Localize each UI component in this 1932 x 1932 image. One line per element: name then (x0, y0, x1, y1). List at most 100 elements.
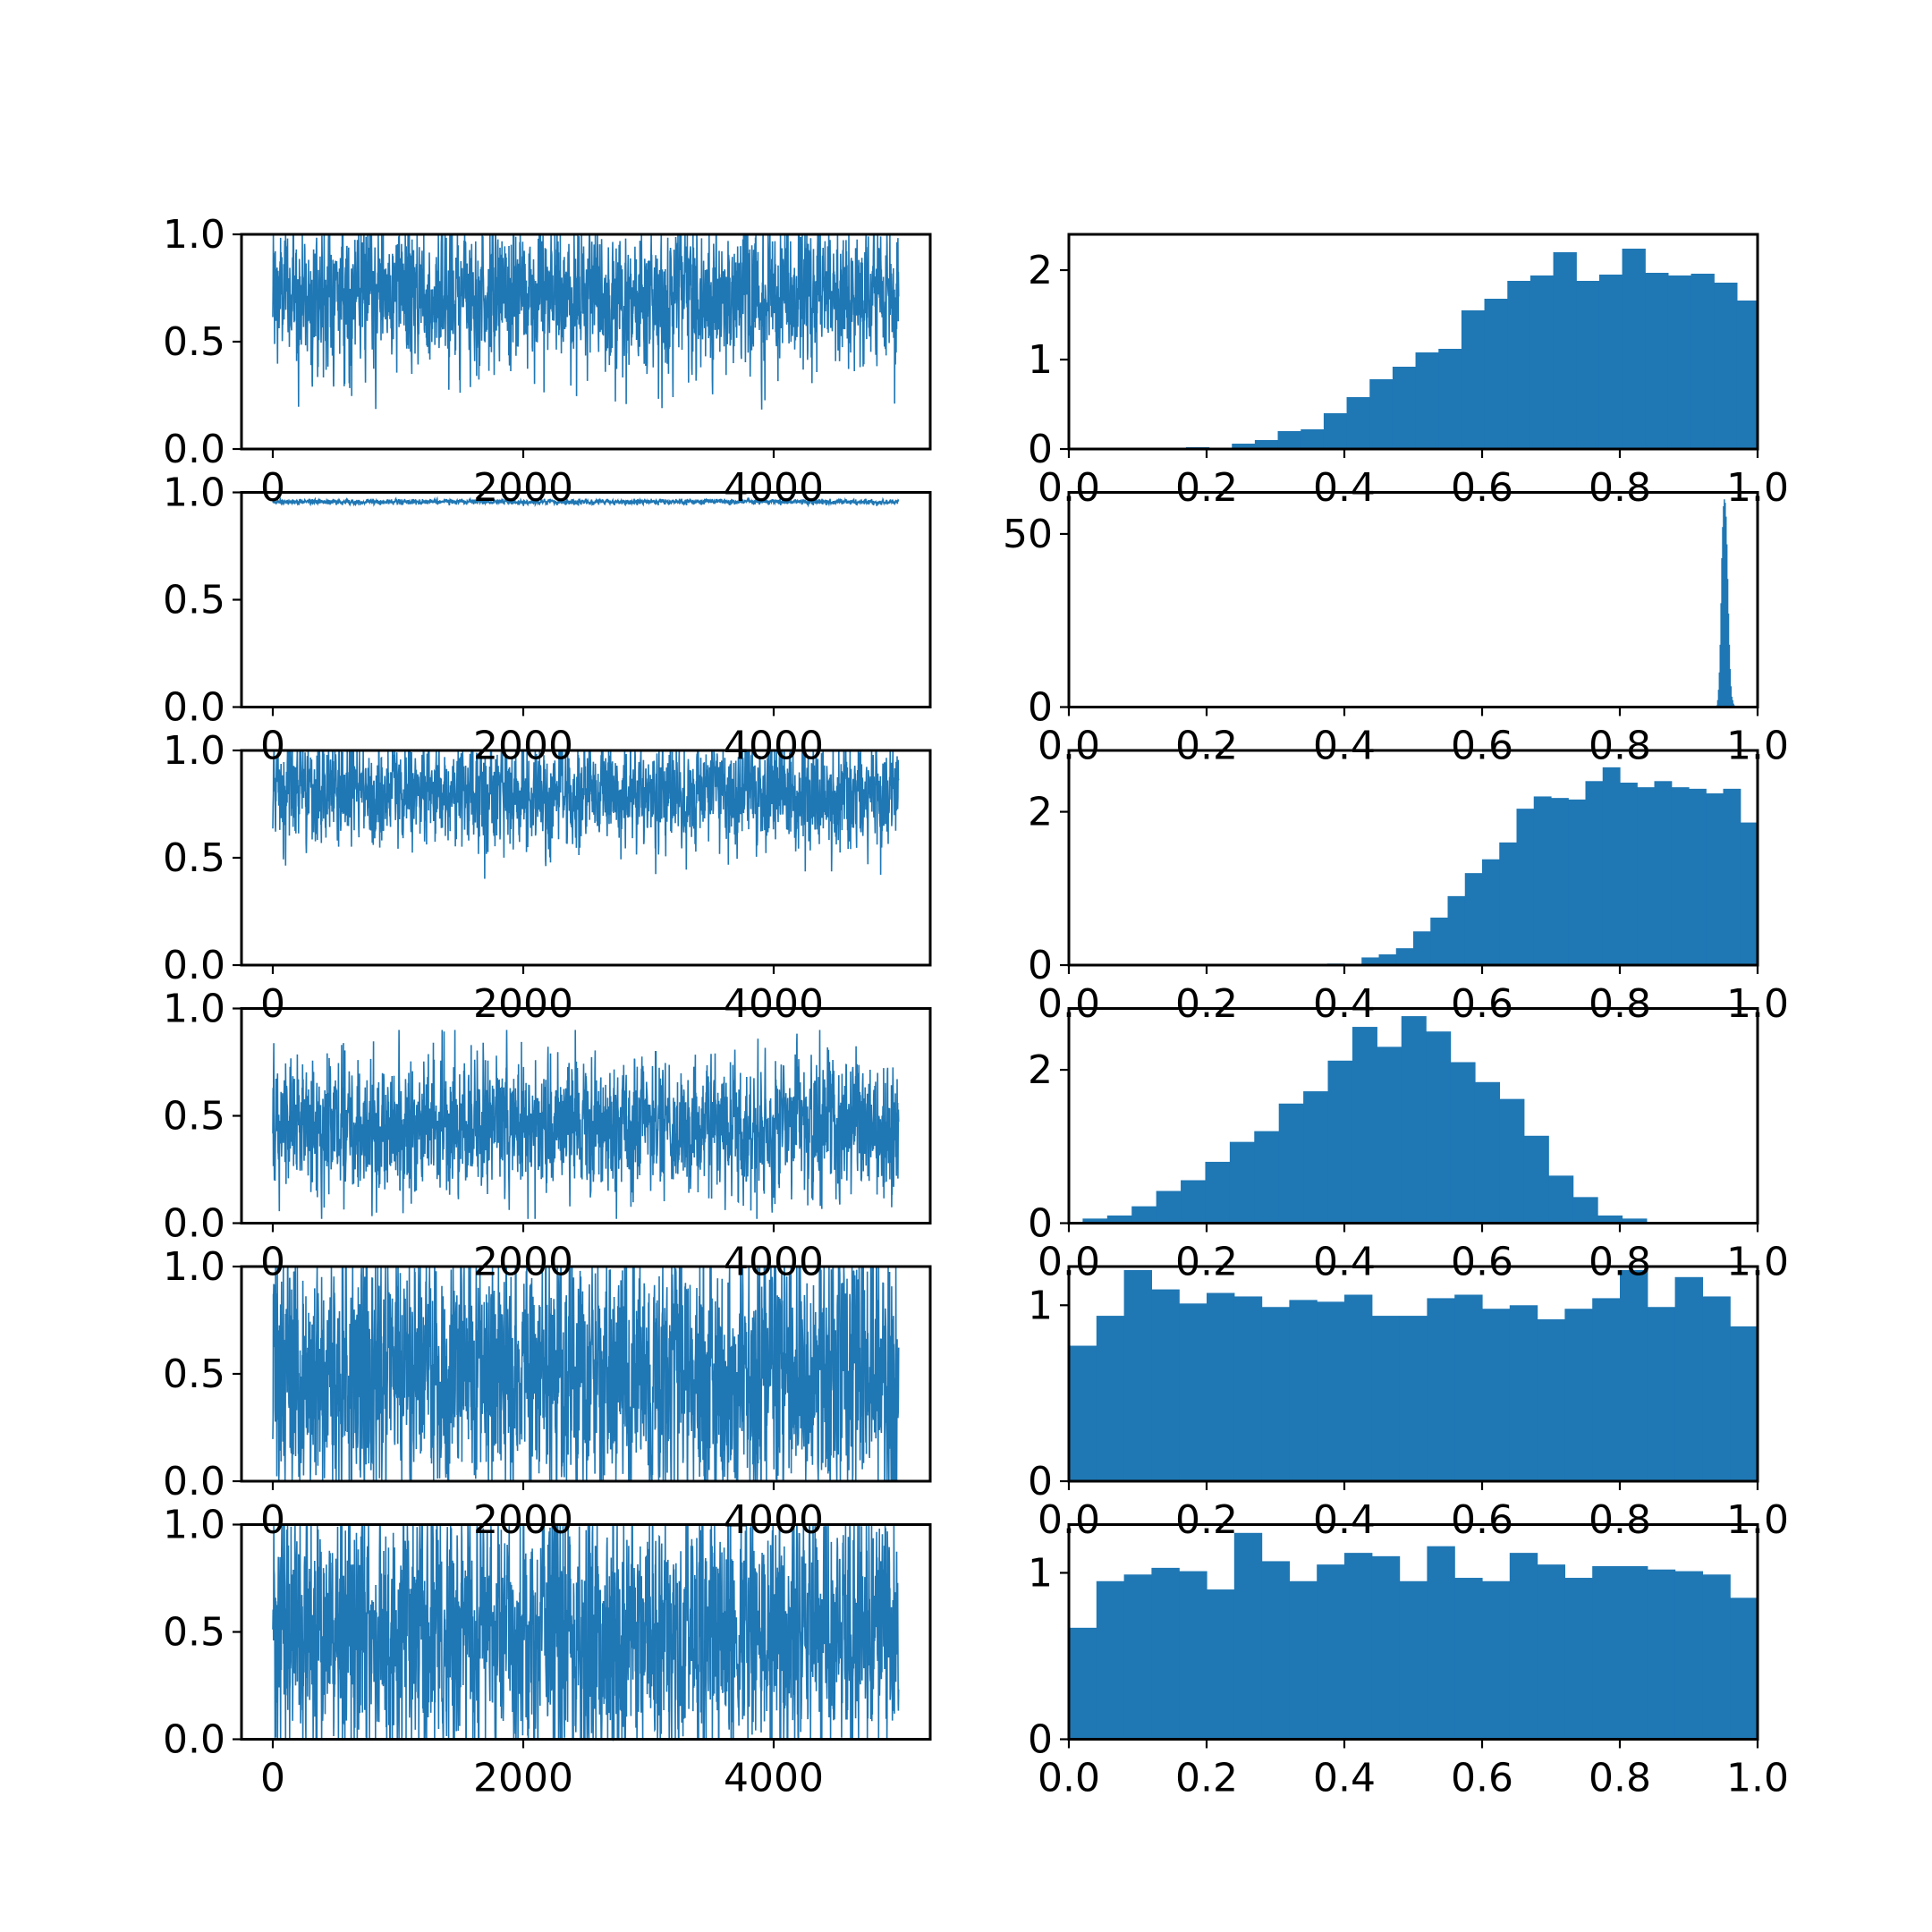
histogram-bar (1123, 1269, 1152, 1481)
histogram-bar (1516, 809, 1535, 965)
histogram-bar (1726, 579, 1729, 708)
x-tick-label: 2000 (473, 465, 573, 511)
histogram-bar (1499, 842, 1518, 965)
histogram-bar (1654, 781, 1673, 965)
x-tick-label: 0.8 (1589, 1756, 1651, 1801)
axes-frame (1067, 1265, 1759, 1483)
y-tick-label: 0.0 (163, 1459, 225, 1504)
histogram-bar (1723, 505, 1724, 708)
histogram-bar (1181, 1180, 1207, 1224)
histogram-bar (1346, 397, 1370, 449)
histogram-bar (1723, 788, 1741, 965)
y-tick-label: 0.0 (163, 943, 225, 988)
x-tick-label: 0.8 (1589, 981, 1651, 1027)
x-tick-label: 0.2 (1175, 724, 1238, 769)
histogram-bar (1327, 1060, 1353, 1224)
trace-panel-6: 0.0 0.5 1.0 0 2000 4000 (163, 1503, 932, 1801)
histogram-bar (1401, 1016, 1427, 1224)
histogram-bar (1702, 1296, 1731, 1481)
x-tick-label: 0.6 (1451, 1497, 1513, 1543)
histogram-bar (1106, 1215, 1132, 1224)
x-tick-label: 0.4 (1313, 1756, 1376, 1801)
histogram-bar (1303, 1091, 1329, 1224)
histogram-bar (1361, 957, 1380, 965)
histogram-bar (1096, 1580, 1125, 1740)
histogram-bar (1647, 1307, 1676, 1481)
histogram-bar (1371, 1316, 1401, 1481)
histogram-bar (1568, 799, 1587, 965)
y-tick-label: 0.5 (163, 1094, 225, 1140)
histogram-bar (1454, 1294, 1483, 1481)
x-tick-label: 1.0 (1726, 724, 1789, 769)
histogram-bar (1205, 1161, 1231, 1224)
histogram-bar (1548, 1175, 1574, 1224)
histogram-bar (1551, 798, 1569, 965)
histogram-bar (1399, 1316, 1428, 1481)
y-tick-label: 2 (1028, 248, 1053, 293)
histogram-bar (1523, 1135, 1549, 1224)
y-tick-label: 1 (1028, 1283, 1053, 1328)
y-tick-label: 1 (1028, 337, 1053, 383)
plot-background (242, 492, 930, 708)
histogram-bar (1371, 1555, 1401, 1740)
histogram-bar (1597, 1215, 1623, 1224)
y-tick-label: 1.0 (163, 212, 225, 258)
histogram-bar (1289, 1300, 1318, 1481)
histogram-bar (1317, 1564, 1345, 1740)
x-tick-label: 0.2 (1175, 1497, 1238, 1543)
x-tick-label: 0.8 (1589, 1240, 1651, 1285)
x-tick-label: 0.6 (1451, 465, 1513, 511)
x-tick-label: 0.0 (1038, 981, 1100, 1027)
histogram-bar (1082, 1218, 1108, 1224)
x-tick-label: 4000 (724, 465, 824, 511)
histogram-bar (1702, 1574, 1731, 1740)
histogram-bar (1207, 1589, 1235, 1740)
x-tick-label: 0.4 (1313, 724, 1376, 769)
x-tick-label: 2000 (473, 724, 573, 769)
histogram-bar (1689, 788, 1707, 965)
histogram-bar (1620, 1269, 1648, 1481)
x-tick-label: 1.0 (1726, 465, 1789, 511)
histogram-bar (1261, 1561, 1290, 1740)
histogram-bar (1740, 822, 1758, 965)
histogram-bar (1725, 544, 1728, 708)
histogram-bar (1461, 310, 1486, 449)
histogram-bar (1717, 690, 1720, 708)
y-tick-label: 2 (1028, 790, 1053, 835)
histogram-bar (1576, 281, 1600, 449)
histogram-bar (1572, 1197, 1598, 1224)
histogram-bar (1156, 1191, 1182, 1224)
axes-frame (1067, 1523, 1759, 1741)
x-tick-label: 4000 (724, 1756, 824, 1801)
histogram-bar (1378, 954, 1397, 965)
x-tick-label: 1.0 (1726, 1497, 1789, 1543)
histogram-bar (1069, 1345, 1097, 1481)
histogram-bar (1724, 499, 1725, 708)
histogram-panel-2: 0 50 0.0 0.2 0.4 0.6 0.8 1.0 (1003, 491, 1789, 769)
x-tick-label: 4000 (724, 1497, 824, 1543)
histogram-bar (1232, 444, 1256, 449)
y-tick-label: 0.5 (163, 578, 225, 623)
histogram-bar (1151, 1289, 1180, 1481)
histogram-bar (1564, 1578, 1593, 1740)
histogram-bar (1474, 1081, 1500, 1224)
x-tick-label: 1.0 (1726, 1756, 1789, 1801)
histogram-bar (1622, 1218, 1648, 1224)
histogram-bar (1447, 895, 1466, 965)
histogram-bar (1395, 948, 1414, 965)
x-tick-label: 0.0 (1038, 1497, 1100, 1543)
y-tick-label: 0 (1028, 427, 1053, 472)
x-tick-label: 0 (260, 981, 285, 1027)
histogram-bar (1352, 1027, 1377, 1224)
y-tick-label: 1.0 (163, 470, 225, 516)
axes-frame (1067, 749, 1759, 967)
histogram-bar (1278, 1103, 1304, 1224)
y-tick-label: 1.0 (163, 1503, 225, 1548)
x-tick-label: 0.6 (1451, 981, 1513, 1027)
trace-series-line (272, 1266, 900, 1482)
x-tick-label: 0.8 (1589, 465, 1651, 511)
histogram-bar (1622, 249, 1646, 449)
x-tick-label: 0.4 (1313, 981, 1376, 1027)
histogram-bar (1233, 1532, 1263, 1740)
trace-panel-2: 0.0 0.5 1.0 0 2000 4000 (163, 470, 932, 769)
